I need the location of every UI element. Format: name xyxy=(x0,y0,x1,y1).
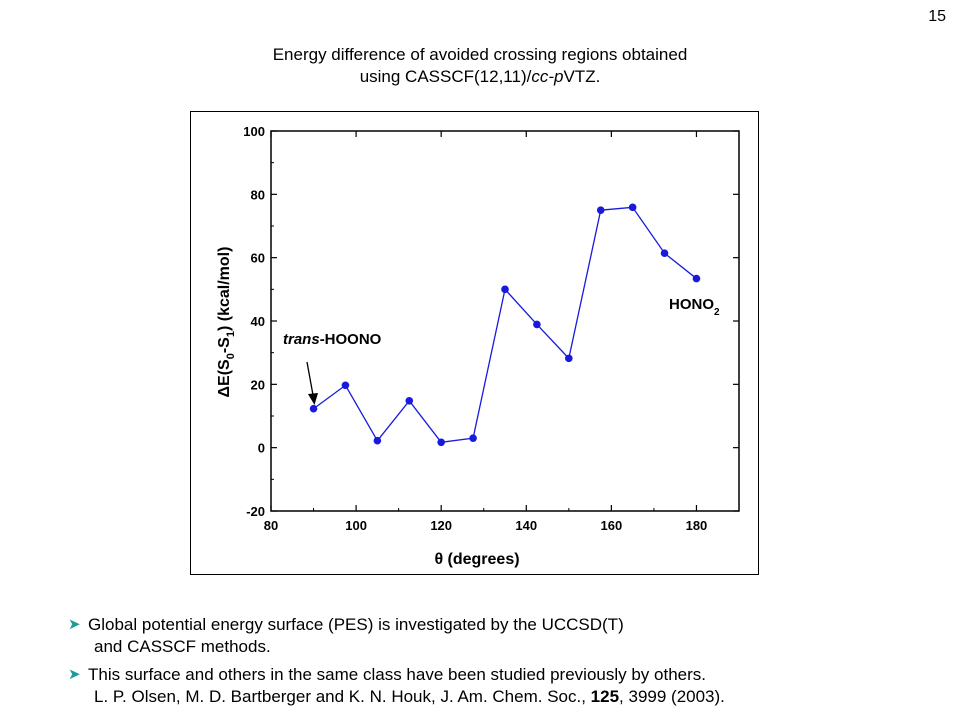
slide-number: 15 xyxy=(928,8,946,25)
y-axis-label-part-2: -S xyxy=(216,337,233,353)
bullet-2-line-1: This surface and others in the same clas… xyxy=(88,665,707,684)
data-point xyxy=(660,249,669,258)
data-point xyxy=(565,354,573,363)
bullet-2-line-2: L. P. Olsen, M. D. Bartberger and K. N. … xyxy=(88,686,928,708)
title-line-2-suffix: VTZ. xyxy=(563,67,601,86)
y-tick-label: 0 xyxy=(258,441,265,456)
x-tick-label: 100 xyxy=(345,518,367,533)
annotation-arrow-line xyxy=(306,361,314,396)
annotation-hono2-sub: 2 xyxy=(714,307,720,318)
data-point xyxy=(341,381,350,390)
arrow-bullet-icon: ➤ xyxy=(68,666,81,683)
citation-pages: , 3999 (2003). xyxy=(619,687,725,706)
title-line-1: Energy difference of avoided crossing re… xyxy=(272,45,688,64)
citation-text: L. P. Olsen, M. D. Bartberger and K. N. … xyxy=(94,687,591,706)
bullet-1-line-1: Global potential energy surface (PES) is… xyxy=(88,615,624,634)
y-axis-label-part-4: ) (kcal/mol) xyxy=(216,247,233,331)
y-tick-label: 40 xyxy=(251,314,265,329)
y-tick-label: 100 xyxy=(243,124,265,139)
x-tick-label: 180 xyxy=(686,518,708,533)
y-tick-label: 60 xyxy=(251,251,265,266)
y-tick-label: 80 xyxy=(251,187,265,202)
y-tick-label: 20 xyxy=(251,377,265,392)
data-point xyxy=(309,404,318,413)
plot-area xyxy=(270,130,740,512)
data-point xyxy=(596,206,605,214)
bullet-item-1: ➤ Global potential energy surface (PES) … xyxy=(68,614,928,658)
y-tick-label: -20 xyxy=(246,504,265,519)
title-line-2-italic: cc-p xyxy=(531,67,564,86)
data-point xyxy=(373,436,382,445)
title-line-2-prefix: using CASSCF(12,11)/ xyxy=(359,67,532,86)
plot-border xyxy=(270,130,740,512)
x-tick-label: 80 xyxy=(264,518,278,533)
bullet-list: ➤ Global potential energy surface (PES) … xyxy=(68,614,928,708)
annotation-trans-rest: -HOONO xyxy=(320,331,382,348)
slide-title: Energy difference of avoided crossing re… xyxy=(0,44,960,88)
y-axis-label-part-0: ΔE(S xyxy=(216,359,233,398)
annotation-hono2-text: HONO xyxy=(669,296,714,313)
data-point xyxy=(692,274,701,283)
x-tick-label: 160 xyxy=(601,518,623,533)
data-point xyxy=(628,203,637,212)
y-axis-label-part-3: 1 xyxy=(225,331,237,337)
data-point xyxy=(501,285,509,294)
annotations: trans-HOONO HONO2 xyxy=(283,296,720,405)
data-point xyxy=(405,397,414,405)
x-tick-label: 140 xyxy=(515,518,537,533)
citation-volume: 125 xyxy=(590,687,620,706)
bullet-1-line-2: and CASSCF methods. xyxy=(94,637,271,656)
data-point xyxy=(533,320,541,329)
data-point xyxy=(469,434,477,442)
annotation-hono2: HONO2 xyxy=(669,296,720,318)
y-axis-label: ΔE(S0-S1) (kcal/mol) xyxy=(216,247,237,398)
x-tick-label: 120 xyxy=(430,518,452,533)
annotation-trans-hoono: trans-HOONO xyxy=(283,331,382,348)
chart-frame: 80 100 120 140 160 180 -20 0 20 40 60 80 100 trans-H… xyxy=(190,111,759,575)
data-point xyxy=(437,438,445,447)
arrow-bullet-icon: ➤ xyxy=(68,616,81,633)
series-layer xyxy=(309,203,701,447)
x-axis-label: θ (degrees) xyxy=(434,551,519,568)
title-line-2: using CASSCF(12,11)/cc-pVTZ. xyxy=(0,66,960,88)
bullet-item-2: ➤ This surface and others in the same cl… xyxy=(68,664,928,708)
annotation-trans-italic: trans xyxy=(283,331,320,348)
series-line xyxy=(313,206,697,443)
annotation-arrow-head xyxy=(308,393,318,405)
y-axis-label-part-1: 0 xyxy=(225,353,237,359)
axis-ticks: 80 100 120 140 160 180 -20 0 20 40 60 80 100 xyxy=(243,124,739,533)
